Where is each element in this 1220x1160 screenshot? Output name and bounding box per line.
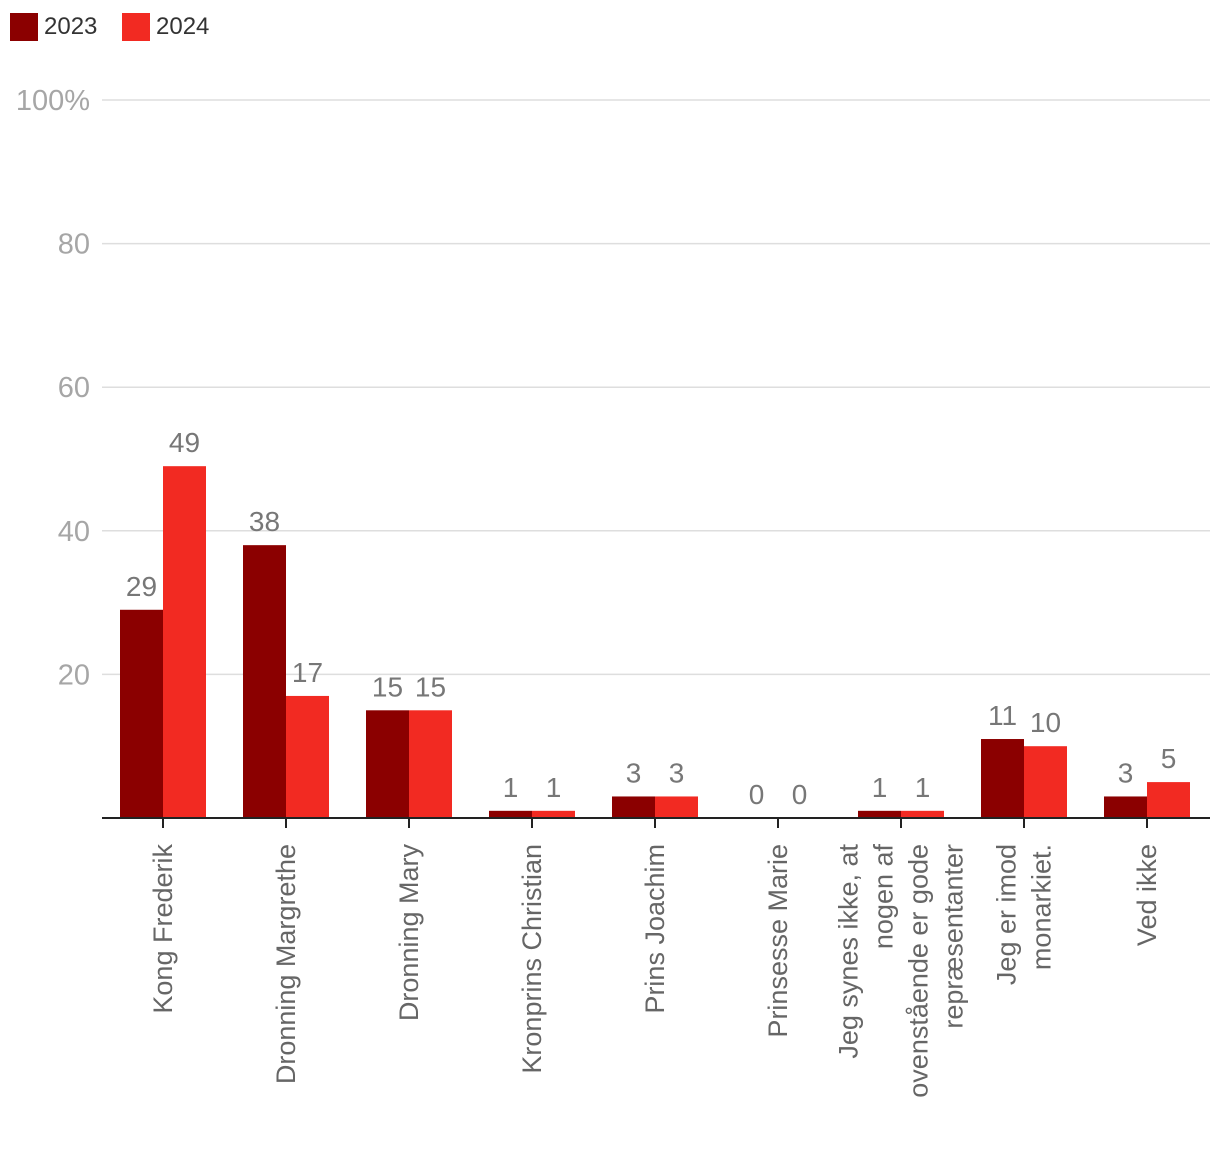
category-label-5: Prinsesse Marie (763, 844, 793, 1038)
category-labels: Kong Frederik Dronning Margrethe Dronning … (148, 844, 1162, 1098)
y-tick-label-100: 100% (16, 85, 90, 117)
bar-2023-2 (366, 710, 409, 818)
value-label-2024-6: 1 (915, 772, 931, 803)
bar-2024-0 (163, 466, 206, 818)
value-label-2023-7: 11 (988, 700, 1017, 731)
gridlines (102, 99, 1210, 676)
category-label-6: Jeg synes ikke, at nogen af ovenstående er… (834, 844, 969, 1098)
category-label-7: Jeg er imod monarkiet. (992, 844, 1057, 985)
value-label-2023-6: 1 (872, 772, 888, 803)
value-label-2023-4: 3 (626, 757, 642, 788)
value-label-2024-7: 10 (1030, 707, 1061, 738)
value-label-2023-2: 15 (372, 671, 403, 702)
value-label-2024-2: 15 (415, 671, 446, 702)
category-label-line: Prinsesse Marie (763, 844, 793, 1038)
category-label-line: Kronprins Christian (517, 844, 547, 1074)
bar-2023-0 (120, 609, 163, 818)
category-label-line: Jeg synes ikke, at (834, 844, 864, 1059)
value-label-2024-4: 3 (669, 757, 685, 788)
category-label-8: Ved ikke (1132, 844, 1162, 946)
y-axis-tick-labels: 100% 80 60 40 20 (16, 85, 90, 691)
bar-2024-6 (901, 810, 944, 818)
category-label-line: Prins Joachim (640, 844, 670, 1014)
category-label-line: Jeg er imod (992, 844, 1022, 985)
category-label-4: Prins Joachim (640, 844, 670, 1014)
bar-2024-1 (286, 695, 329, 818)
bars (120, 466, 1190, 818)
bar-2023-7 (981, 739, 1024, 818)
bar-2024-8 (1147, 782, 1190, 818)
category-label-2: Dronning Mary (394, 844, 424, 1022)
category-label-line: monarkiet. (1027, 844, 1057, 970)
value-label-2023-5: 0 (749, 779, 765, 810)
category-label-line: Dronning Mary (394, 844, 424, 1022)
category-label-1: Dronning Margrethe (271, 844, 301, 1084)
value-label-2024-3: 1 (546, 772, 562, 803)
legend-swatch-2024 (122, 13, 150, 41)
bar-2024-7 (1024, 746, 1067, 818)
category-label-line: Kong Frederik (148, 844, 178, 1014)
bar-2024-2 (409, 710, 452, 818)
y-tick-label-20: 20 (58, 659, 90, 691)
category-label-line: repræsentanter (939, 844, 969, 1029)
category-label-line: nogen af (869, 844, 899, 950)
category-label-line: Ved ikke (1132, 844, 1162, 946)
value-label-2023-1: 38 (249, 506, 280, 537)
value-label-2024-0: 49 (169, 427, 200, 458)
bar-2023-1 (243, 545, 286, 818)
category-label-line: ovenstående er gode (904, 844, 934, 1098)
y-tick-label-60: 60 (58, 372, 90, 404)
value-label-2023-0: 29 (126, 571, 157, 602)
y-tick-label-40: 40 (58, 516, 90, 548)
category-label-line: Dronning Margrethe (271, 844, 301, 1084)
bar-2023-8 (1104, 796, 1147, 818)
bar-2023-6 (858, 810, 901, 818)
category-label-3: Kronprins Christian (517, 844, 547, 1074)
legend-label-2024: 2024 (156, 13, 209, 40)
value-label-2023-8: 3 (1118, 757, 1134, 788)
legend: 2023 2024 (10, 13, 209, 41)
bar-2023-3 (489, 810, 532, 818)
category-label-0: Kong Frederik (148, 844, 178, 1014)
bar-2024-3 (532, 810, 575, 818)
legend-swatch-2023 (10, 13, 38, 41)
y-tick-label-80: 80 (58, 229, 90, 261)
value-label-2024-1: 17 (292, 657, 323, 688)
value-label-2023-3: 1 (503, 772, 519, 803)
bar-2023-4 (612, 796, 655, 818)
x-axis-ticks (162, 818, 1148, 828)
value-label-2024-8: 5 (1161, 743, 1177, 774)
bar-2024-4 (655, 796, 698, 818)
value-label-2024-5: 0 (792, 779, 808, 810)
legend-label-2023: 2023 (44, 13, 97, 40)
